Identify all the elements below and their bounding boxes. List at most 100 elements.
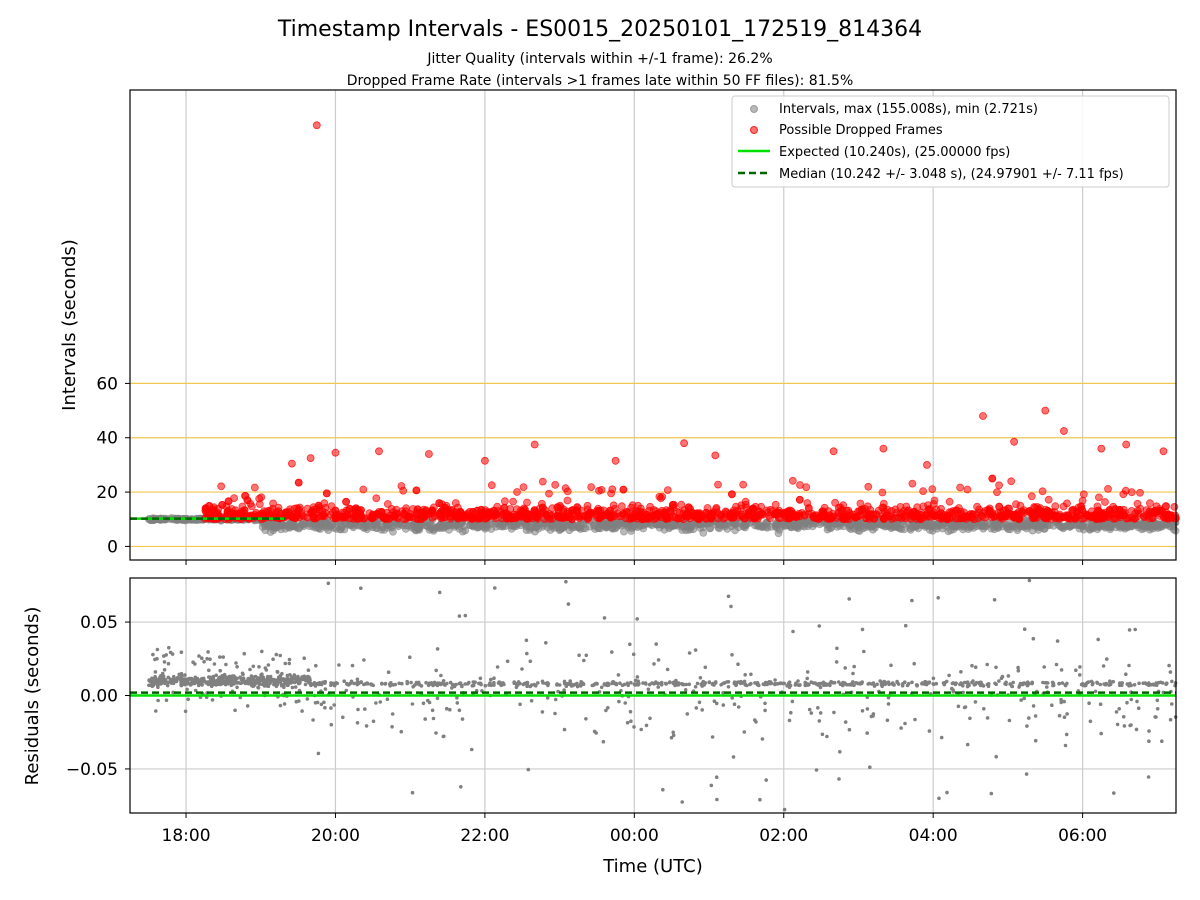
dropped-frame-point [1044,495,1053,504]
residual-point [1107,683,1111,687]
residual-point [302,656,307,660]
interval-point [386,522,395,531]
residual-point [606,706,610,710]
dropped-frame-point [530,506,539,515]
residual-point [989,791,994,796]
residual-point [224,662,228,667]
residual-point [183,678,187,683]
dropped-frame-point [417,515,426,523]
residual-point [807,707,812,712]
residual-point [342,679,347,683]
dropped-frame-point [1038,509,1046,518]
residual-point [1160,739,1164,743]
residual-reference-lines [130,691,1176,697]
residual-point [168,650,173,655]
dropped-frame-point [956,483,964,492]
residual-point [337,663,341,667]
residual-point [671,730,675,735]
dropped-frame-point [428,506,437,515]
residual-point [656,685,660,689]
residual-point [820,732,825,737]
x-tick-label: 20:00 [311,826,360,846]
residual-point [1141,681,1145,685]
dropped-frame-point [864,482,873,491]
residual-point [383,681,388,686]
residual-point [885,718,890,723]
residual-point [235,665,239,669]
residual-point [364,724,369,728]
dropped-frame-point [600,511,608,520]
interval-point [629,522,637,531]
residual-point [380,682,384,686]
residual-point [311,718,315,722]
x-tick-label: 18:00 [162,826,211,846]
residual-point [1095,680,1099,685]
dropped-frame-point [891,505,900,514]
residual-point [749,672,753,677]
legend-label-expected: Expected (10.240s), (25.00000 fps) [779,145,1010,160]
dropped-frame-outlier [306,454,315,463]
residual-point [787,685,792,690]
interval-point [660,525,669,534]
dropped-frame-point [694,515,703,524]
residual-point [238,681,243,686]
residual-points [147,578,1178,812]
dropped-frame-point [862,514,870,523]
residual-point [913,717,917,722]
residual-point [441,734,446,739]
residual-point [478,676,483,681]
residual-point [937,796,941,801]
residual-point [654,642,658,646]
residual-point [959,670,963,674]
residual-point [879,683,884,687]
residual-point [189,676,194,681]
dropped-frame-point [224,497,233,506]
residual-point [618,681,622,685]
residual-point [817,624,822,628]
dropped-frame-point [218,500,227,509]
residual-point [1147,681,1151,685]
residual-point [306,668,311,672]
residual-point [648,716,652,721]
residual-point [1088,719,1093,724]
residual-point [760,737,765,741]
interval-point [368,523,377,532]
residual-point [816,706,820,710]
interval-point [846,521,855,530]
residual-point [266,684,271,688]
residual-point [1111,679,1115,684]
dropped-frame-points [200,121,1180,524]
residual-point [694,706,699,710]
residual-point [452,684,457,689]
dropped-frame-point [269,499,278,508]
residual-point [179,683,183,687]
residual-point [981,684,986,688]
residual-point [851,671,855,676]
residual-point [233,680,237,684]
residual-point [805,683,810,687]
residual-point [195,680,199,684]
residual-point [185,687,189,692]
dropped-frame-outlier [923,460,931,469]
residual-point [683,688,688,692]
dropped-frame-point [342,497,351,506]
residual-point [218,668,222,673]
residual-point [797,683,802,688]
dropped-frame-point [473,506,482,515]
residual-point [882,679,886,684]
residual-point [316,751,321,756]
residual-point [532,683,537,687]
x-tick-label: 02:00 [759,826,808,846]
residual-point [233,708,237,713]
dropped-frame-point [606,513,615,522]
dropped-frame-point [880,514,889,522]
dropped-frame-point [372,494,381,503]
residual-point [248,678,252,682]
residual-point [1102,682,1106,686]
residual-point [285,673,290,678]
residual-point [160,671,165,676]
residual-point [985,716,990,720]
residual-point [1026,680,1030,684]
residual-point [164,698,169,702]
residual-point [1030,680,1034,685]
